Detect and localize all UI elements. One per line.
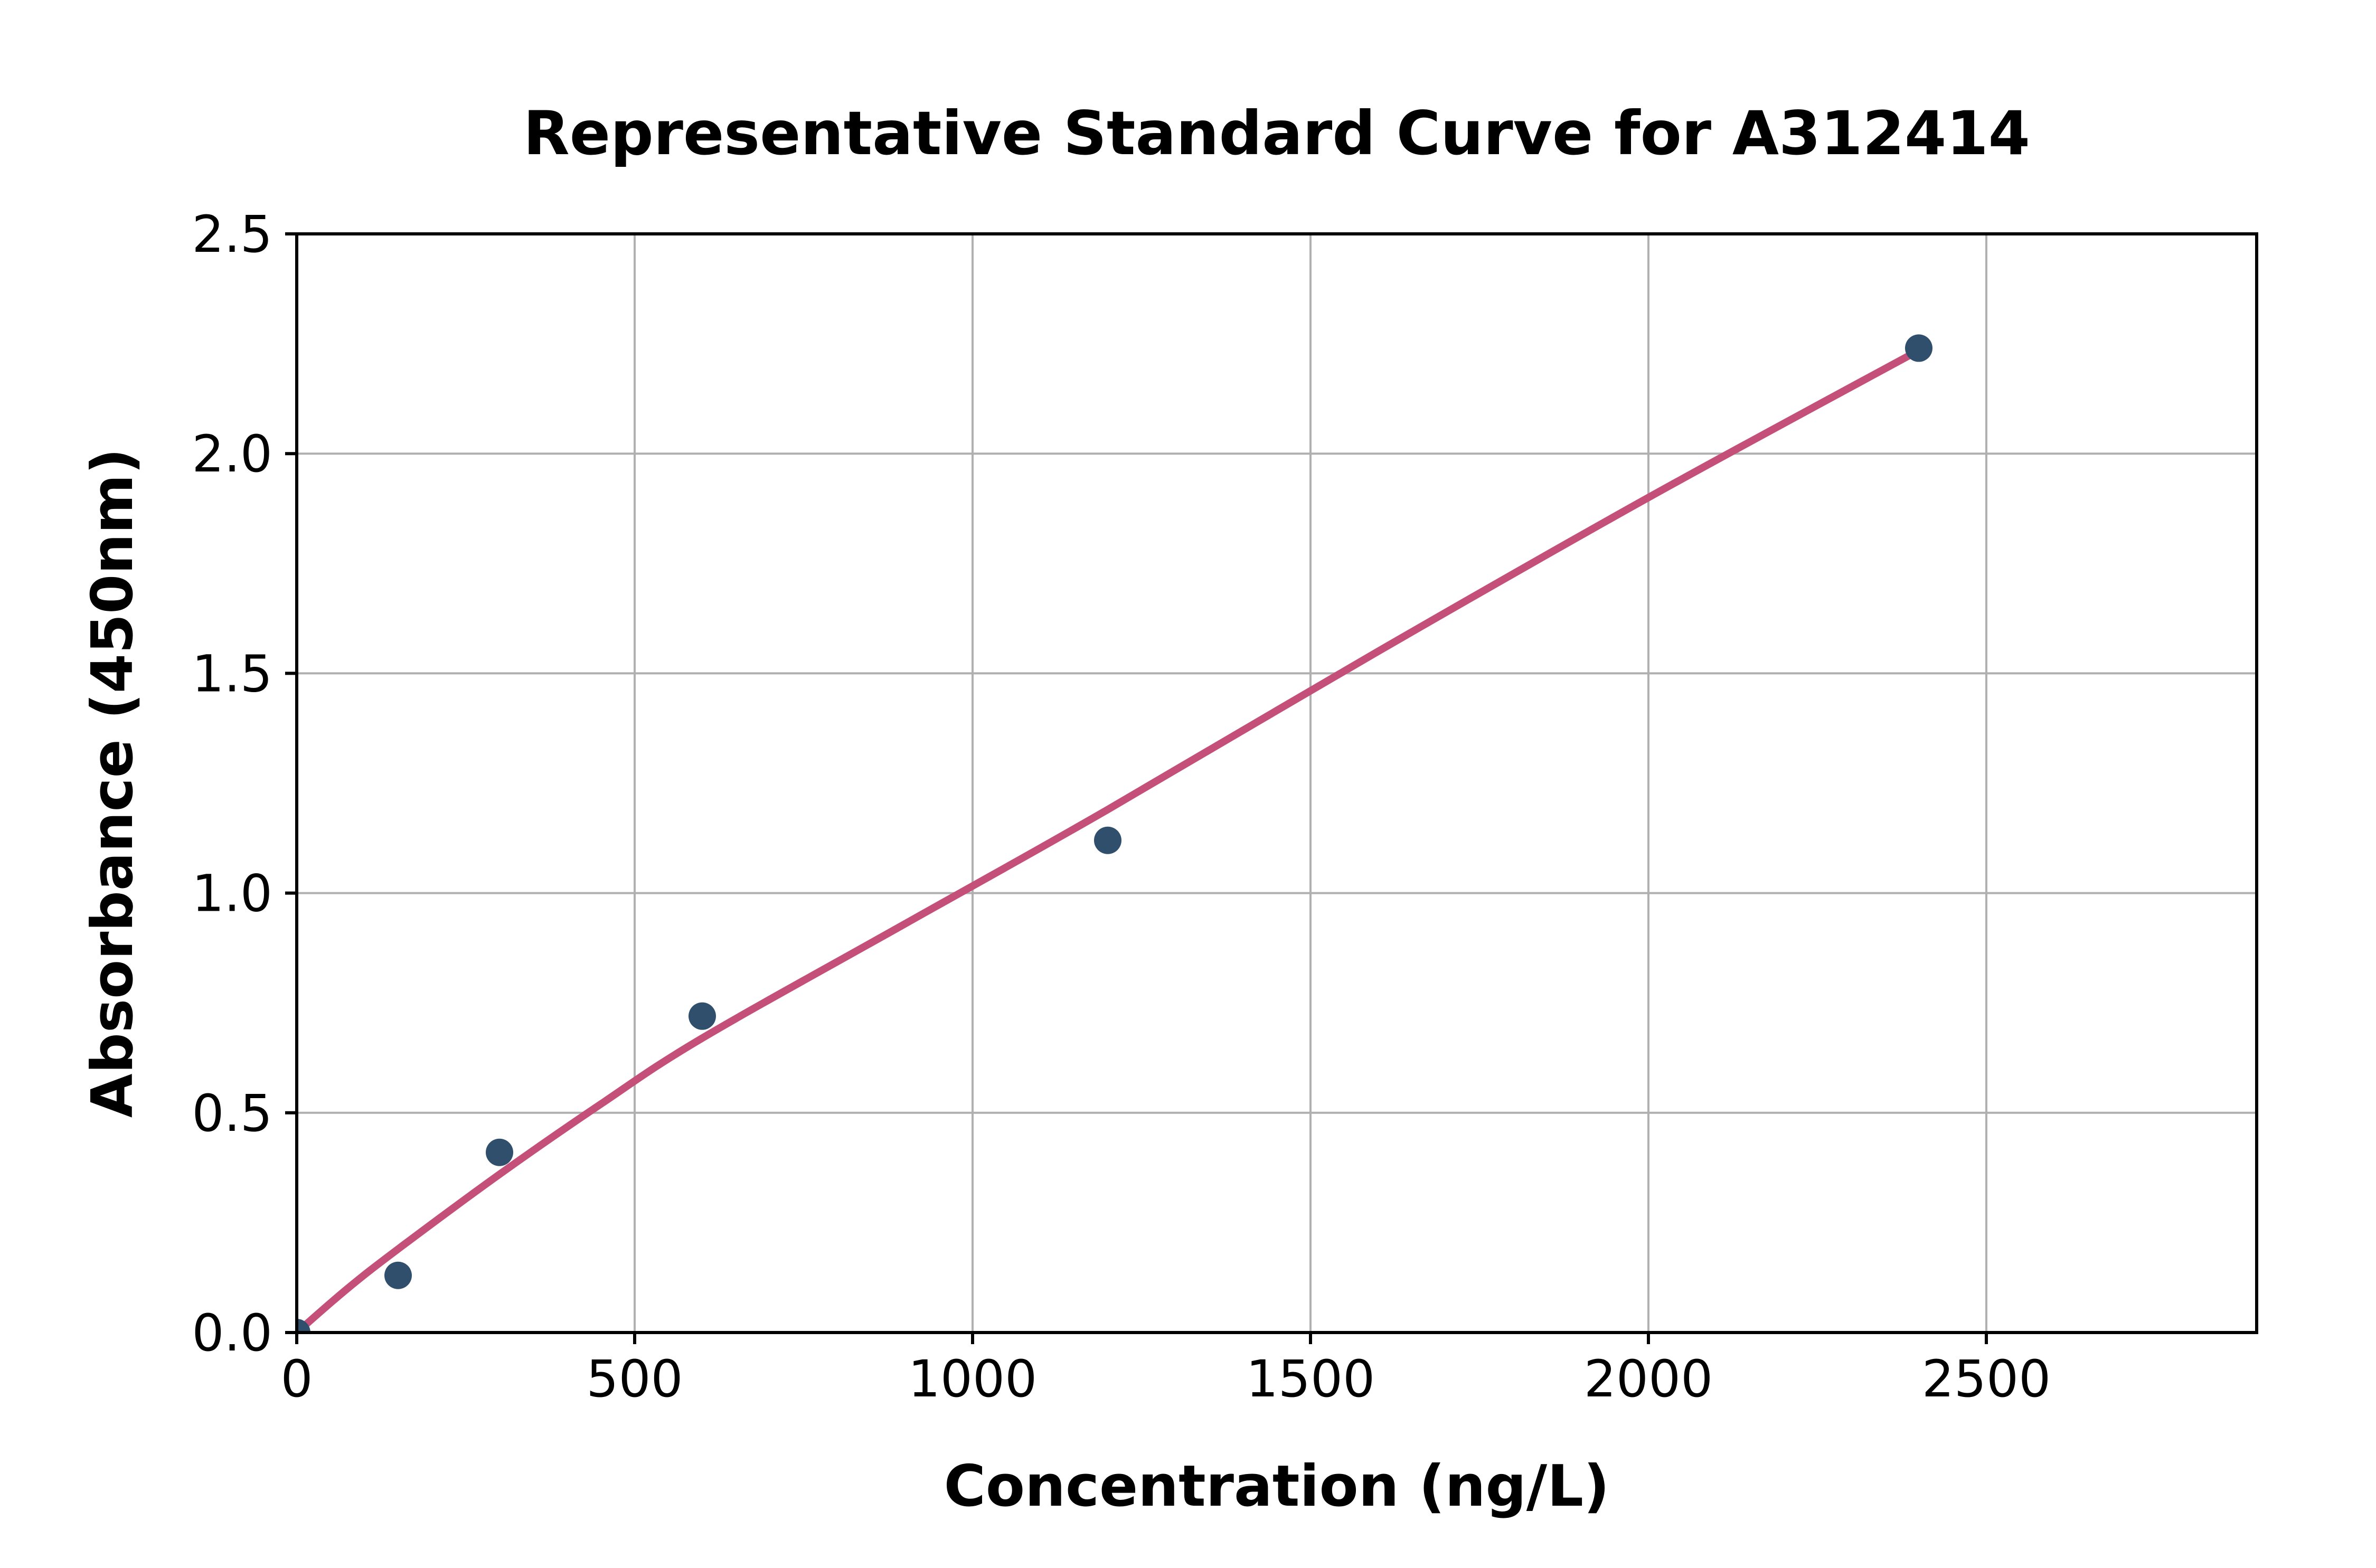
data-point-2 — [486, 1138, 513, 1166]
y-tick-label-1.5: 1.5 — [192, 644, 272, 703]
y-tick-label-2: 2.0 — [192, 424, 272, 484]
data-point-3 — [689, 1002, 716, 1030]
plot-spines — [295, 232, 2258, 1334]
grid-layer — [296, 233, 2257, 1334]
fit-curve — [297, 346, 1922, 1333]
x-tick-label-2000: 2000 — [1584, 1349, 1713, 1409]
data-point-0 — [297, 1319, 310, 1333]
y-tick-label-1: 1.0 — [192, 864, 272, 923]
data-point-1 — [384, 1261, 412, 1289]
x-tick-label-500: 500 — [586, 1349, 683, 1409]
y-tick-label-2.5: 2.5 — [192, 205, 272, 264]
x-tick-label-0: 0 — [280, 1349, 313, 1409]
x-tick-label-1000: 1000 — [908, 1349, 1037, 1409]
data-point-4 — [1094, 826, 1121, 854]
data-layer — [297, 334, 1932, 1333]
chart-title: Representative Standard Curve for A31241… — [523, 98, 2030, 168]
y-tick-label-0: 0.0 — [192, 1303, 272, 1363]
y-axis-label: Absorbance (450nm) — [80, 448, 146, 1118]
axes-layer: 0 500 1000 1500 2000 2500 0.0 0.5 1.0 1.5 2.0 2.5 — [192, 205, 2258, 1409]
y-tick-label-0.5: 0.5 — [192, 1084, 272, 1143]
data-point-5 — [1905, 334, 1932, 362]
x-tick-label-1500: 1500 — [1246, 1349, 1375, 1409]
x-tick-label-2500: 2500 — [1922, 1349, 2051, 1409]
x-axis-label: Concentration (ng/L) — [944, 1453, 1610, 1519]
